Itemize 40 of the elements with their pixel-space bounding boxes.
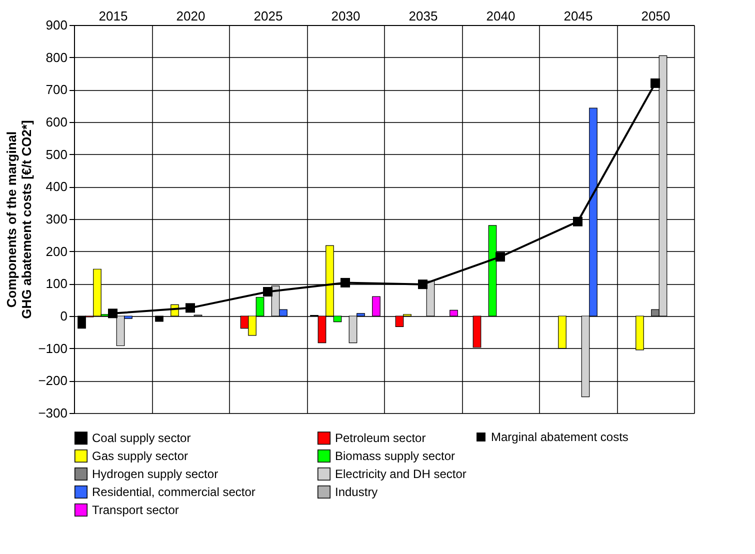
legend-label: Hydrogen supply sector bbox=[92, 467, 218, 481]
x-tick-label: 2015 bbox=[98, 8, 128, 24]
y-tick-label: 800 bbox=[46, 50, 68, 65]
legend-label: Transport sector bbox=[92, 503, 179, 517]
x-tick-label: 2050 bbox=[641, 8, 670, 24]
y-tick-label: 300 bbox=[46, 212, 68, 226]
point bbox=[418, 280, 428, 290]
point bbox=[496, 252, 505, 262]
point bbox=[340, 278, 350, 288]
y-tick-label: 600 bbox=[46, 114, 68, 130]
legend-label: Biomass supply sector bbox=[335, 449, 456, 463]
x-tick-label: 2035 bbox=[408, 8, 438, 24]
legend-label: Marginal abatement costs bbox=[491, 430, 628, 444]
y-axis-title: Components of the marginal GHG abatement costs [€/t CO2*] bbox=[4, 120, 34, 319]
y-tick-label: 0 bbox=[60, 308, 68, 324]
x-tick-label: 2030 bbox=[331, 8, 360, 24]
point bbox=[108, 308, 118, 318]
legend-label: Residential, commercial sector bbox=[92, 485, 256, 499]
x-tick-label: 2020 bbox=[176, 8, 206, 24]
y-tick-label: −300 bbox=[38, 406, 68, 420]
y-tick-label: 100 bbox=[46, 276, 68, 292]
y-tick-label: 900 bbox=[46, 18, 68, 32]
point bbox=[186, 303, 195, 313]
point bbox=[263, 287, 272, 296]
x-tick-label: 2045 bbox=[564, 8, 593, 24]
x-tick-label: 2040 bbox=[486, 8, 516, 24]
legend-label: Gas supply sector bbox=[92, 449, 188, 463]
y-tick-label: 700 bbox=[46, 82, 68, 98]
x-tick-label: 2025 bbox=[254, 8, 283, 24]
legend-label: Coal supply sector bbox=[92, 431, 191, 446]
y-tick-label: −200 bbox=[38, 373, 68, 388]
y-tick-label: 500 bbox=[46, 146, 68, 162]
y-tick-label: −100 bbox=[38, 340, 68, 356]
y-tick-label: 200 bbox=[46, 244, 68, 259]
legend-label: Electricity and DH sector bbox=[335, 467, 466, 481]
legend-label: Industry bbox=[335, 485, 378, 499]
point bbox=[573, 216, 582, 226]
point bbox=[650, 78, 660, 88]
legend-label: Petroleum sector bbox=[335, 431, 426, 446]
y-tick-label: 400 bbox=[46, 179, 68, 194]
